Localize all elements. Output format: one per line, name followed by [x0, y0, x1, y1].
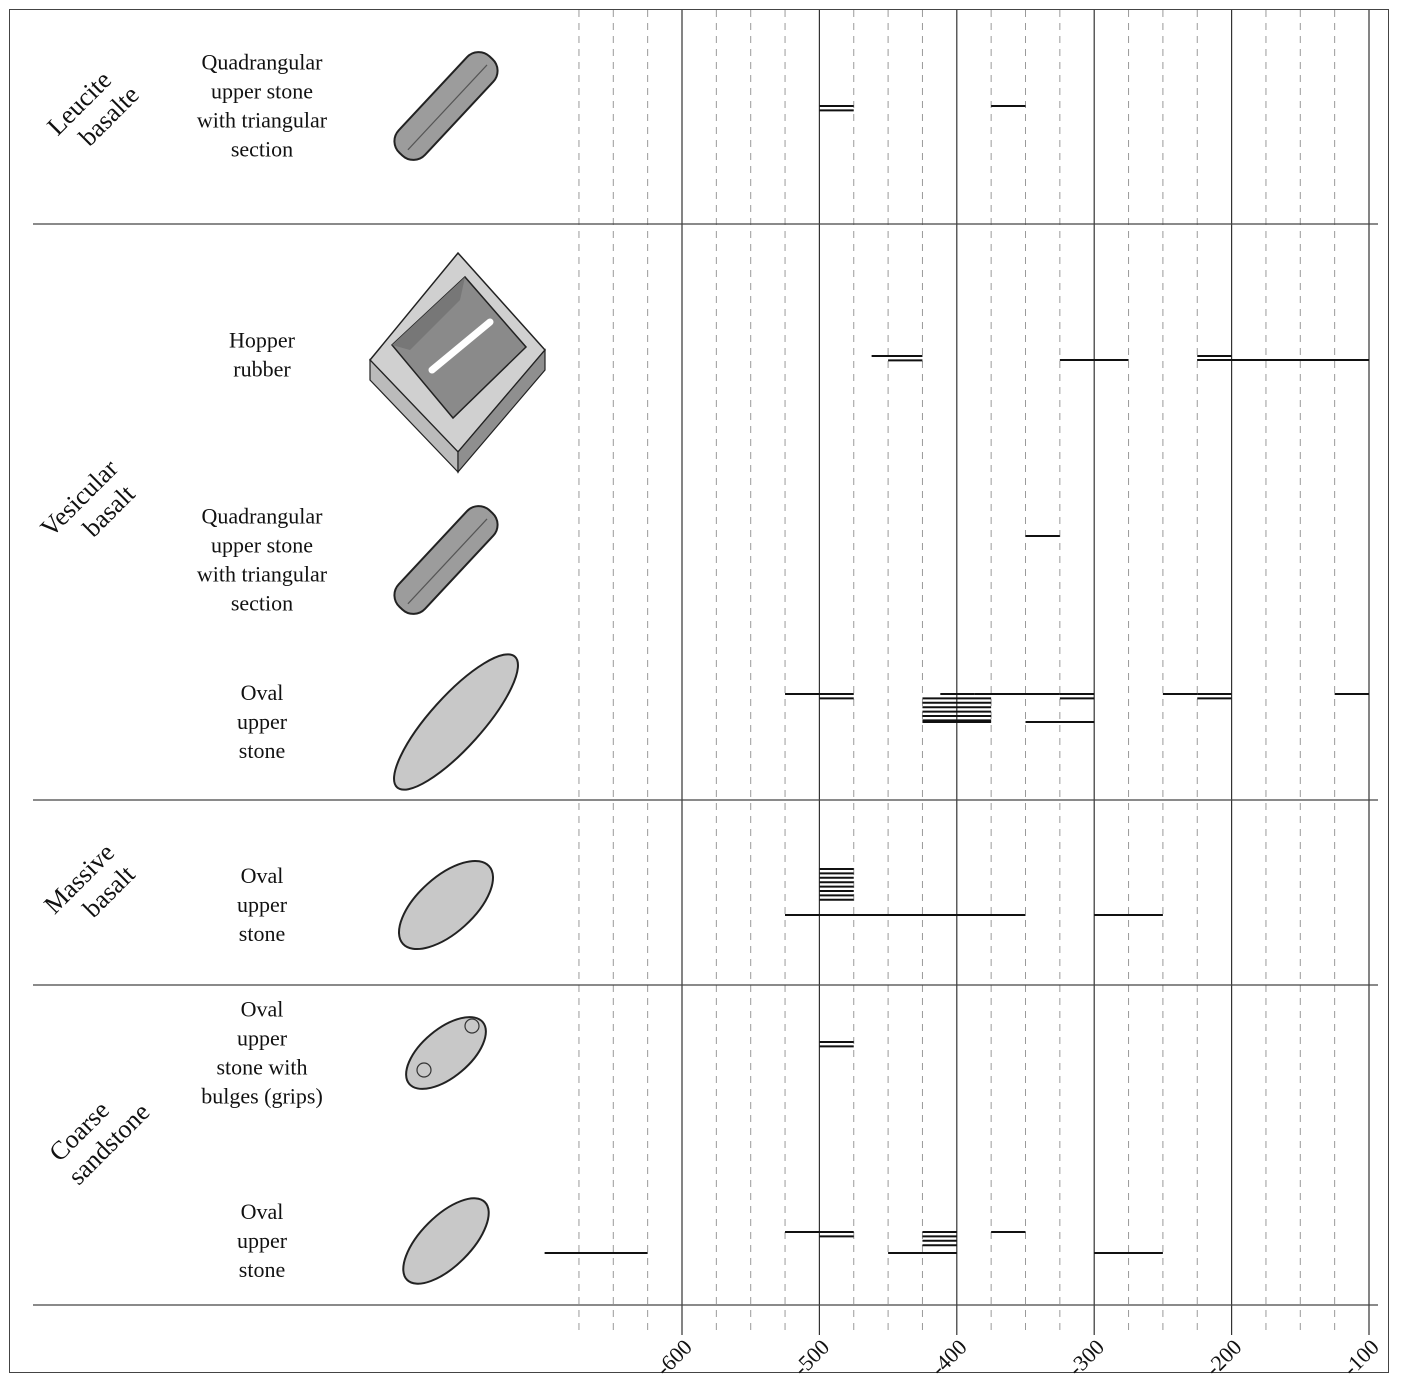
- x-tick-label: -400: [925, 1334, 971, 1380]
- stone-body: [393, 653, 519, 791]
- artifact-label-line: Oval: [241, 1199, 284, 1224]
- range-bars: [785, 693, 1369, 723]
- hopper-slot: [428, 318, 494, 374]
- artifact-label: Oval upper stone with bulges (grips): [201, 997, 323, 1109]
- artifact-label: Quadrangular upper stone with triangular se…: [197, 504, 328, 616]
- x-tick-label: -100: [1338, 1334, 1384, 1380]
- hopper-rubber-icon: [368, 251, 546, 474]
- artifact-label-line: stone: [239, 1257, 285, 1282]
- stone-body: [393, 51, 499, 161]
- hopper-basin-shade: [392, 277, 465, 350]
- rock-type-label: Massivebasalt: [38, 838, 141, 941]
- triangular-section-stone-icon: [393, 51, 499, 161]
- stone-body: [405, 1016, 487, 1090]
- range-bars: [819, 1041, 854, 1048]
- artifact-label: Oval upper stone: [237, 863, 288, 946]
- artifact-label-line: Quadrangular: [202, 50, 324, 75]
- x-tick-label: -500: [788, 1334, 834, 1380]
- artifact-label-line: stone with: [216, 1055, 307, 1080]
- x-tick-label: -200: [1200, 1334, 1246, 1380]
- artifact-row: Oval upper stone: [237, 1197, 1163, 1285]
- stone-body: [393, 505, 499, 615]
- x-tick-label: -600: [651, 1334, 697, 1380]
- x-axis: -600 -500 -400 -300 -200 -100: [651, 1334, 1384, 1380]
- artifact-label-line: upper stone: [211, 79, 313, 104]
- artifact-label-line: stone: [239, 921, 285, 946]
- oval-stone-with-grips-icon: [405, 1016, 487, 1090]
- artifact-row: Oval upper stone with bulges (grips): [201, 997, 854, 1109]
- artifact-label-line: Oval: [241, 680, 284, 705]
- rock-group: Massivebasalt Oval upper stone: [38, 838, 1163, 951]
- stone-body: [398, 859, 494, 951]
- range-bars: [785, 868, 1163, 916]
- grip-bulge: [416, 1062, 432, 1078]
- artifact-label-line: with triangular: [197, 108, 328, 133]
- artifact-label-line: upper: [237, 1228, 288, 1253]
- artifact-row: Oval upper stone: [237, 653, 1369, 791]
- artifact-label: Oval upper stone: [237, 680, 288, 763]
- artifact-label-line: with triangular: [197, 562, 328, 587]
- rock-type-label: Vesicularbasalt: [35, 453, 145, 563]
- range-bars: [544, 1231, 1163, 1254]
- artifact-row: Quadrangular upper stone with triangular se…: [197, 504, 1060, 616]
- stone-body: [402, 1197, 490, 1285]
- oval-upper-stone-icon: [393, 653, 519, 791]
- artifact-row: Quadrangular upper stone with triangular se…: [197, 50, 1026, 162]
- artifact-label-line: Oval: [241, 997, 284, 1022]
- grip-bulge: [464, 1018, 480, 1034]
- artifact-label-line: bulges (grips): [201, 1084, 323, 1109]
- artifact-label-line: upper: [237, 892, 288, 917]
- artifact-label-line: upper stone: [211, 533, 313, 558]
- artifact-label-line: stone: [239, 738, 285, 763]
- chart-frame: [9, 9, 1389, 1373]
- rock-group: Vesicularbasalt Hopper rubber Quadrangular u…: [35, 251, 1369, 791]
- artifact-label-line: Quadrangular: [202, 504, 324, 529]
- triangular-section-stone-icon: [393, 505, 499, 615]
- artifact-label: Quadrangular upper stone with triangular se…: [197, 50, 328, 162]
- range-bars: [819, 105, 1026, 112]
- artifact-label-line: Oval: [241, 863, 284, 888]
- stone-ridge: [407, 64, 488, 151]
- artifact-label-line: section: [231, 591, 293, 616]
- artifact-label-line: Hopper: [229, 328, 296, 353]
- gridlines: [578, 10, 1370, 1335]
- artifact-row: Oval upper stone: [237, 859, 1163, 951]
- x-tick-label: -300: [1063, 1334, 1109, 1380]
- rock-type-label: Coarsesandstone: [41, 1076, 155, 1190]
- artifact-label-line: rubber: [233, 357, 291, 382]
- artifact-label: Hopper rubber: [229, 328, 296, 382]
- range-bars: [871, 355, 1369, 362]
- rock-group: Leucitebasalte Quadrangular upper stone wit…: [41, 50, 1026, 162]
- rock-type-label: Leucitebasalte: [41, 59, 144, 162]
- oval-upper-stone-icon: [398, 859, 494, 951]
- artifact-label: Oval upper stone: [237, 1199, 288, 1282]
- rock-group: Coarsesandstone Oval upper stone with bulges…: [41, 997, 1163, 1285]
- artifact-label-line: section: [231, 137, 293, 162]
- artifact-label-line: upper: [237, 709, 288, 734]
- stone-ridge: [407, 518, 488, 605]
- artifact-row: Hopper rubber: [229, 251, 1369, 474]
- artifact-label-line: upper: [237, 1026, 288, 1051]
- hopper-side-dark: [457, 348, 546, 474]
- oval-upper-stone-icon: [402, 1197, 490, 1285]
